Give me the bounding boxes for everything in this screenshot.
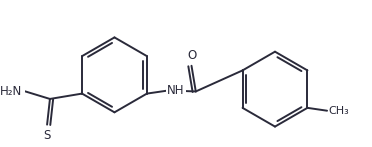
- Text: CH₃: CH₃: [328, 106, 349, 116]
- Text: H₂N: H₂N: [0, 85, 22, 98]
- Text: NH: NH: [167, 84, 185, 97]
- Text: S: S: [44, 129, 51, 142]
- Text: O: O: [187, 49, 196, 62]
